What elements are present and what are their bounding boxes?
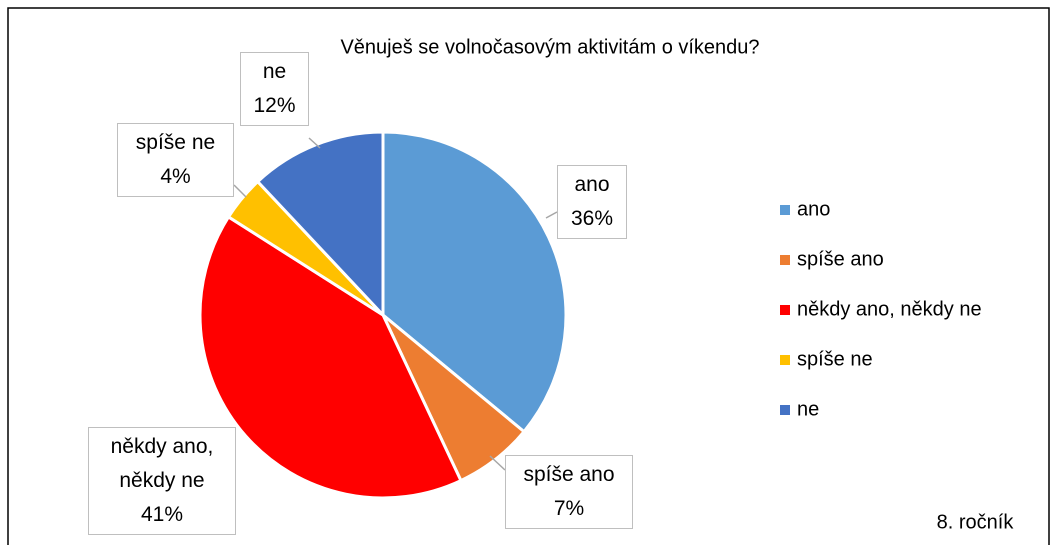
data-label: spíše ne 4%: [117, 123, 234, 197]
data-label: někdy ano, někdy ne 41%: [88, 427, 236, 535]
legend-marker: [780, 205, 790, 215]
chart-title: Věnuješ se volnočasovým aktivitám o víke…: [340, 36, 759, 58]
legend-label: spíše ne: [797, 348, 873, 370]
label-value: 41%: [140, 503, 184, 526]
leader-line: [545, 211, 558, 219]
legend-marker: [780, 255, 790, 265]
label-name: ne: [262, 60, 287, 83]
label-name: ano: [574, 173, 610, 196]
legend-label: spíše ano: [797, 248, 884, 270]
data-label: ano 36%: [557, 165, 627, 239]
leader-line: [489, 455, 506, 471]
label-value: 7%: [553, 497, 585, 520]
pie-slice: [381, 130, 568, 434]
label-name: někdy ano, někdy ne: [110, 435, 214, 492]
label-name: spíše ne: [135, 131, 216, 154]
legend-label: ne: [797, 398, 819, 420]
label-name: spíše ano: [523, 463, 615, 486]
legend-marker: [780, 355, 790, 365]
legend-marker: [780, 305, 790, 315]
label-value: 12%: [253, 94, 296, 117]
legend-label: někdy ano, někdy ne: [797, 298, 982, 320]
leader-line: [308, 137, 321, 149]
label-value: 4%: [160, 165, 191, 188]
label-value: 36%: [570, 207, 614, 230]
legend-marker: [780, 405, 790, 415]
data-label: ne 12%: [240, 52, 309, 126]
pie-slice: [198, 214, 463, 500]
annotation: 8. ročník: [937, 511, 1015, 533]
data-label: spíše ano 7%: [505, 455, 633, 529]
legend-label: ano: [797, 198, 830, 220]
leader-line: [233, 184, 247, 198]
